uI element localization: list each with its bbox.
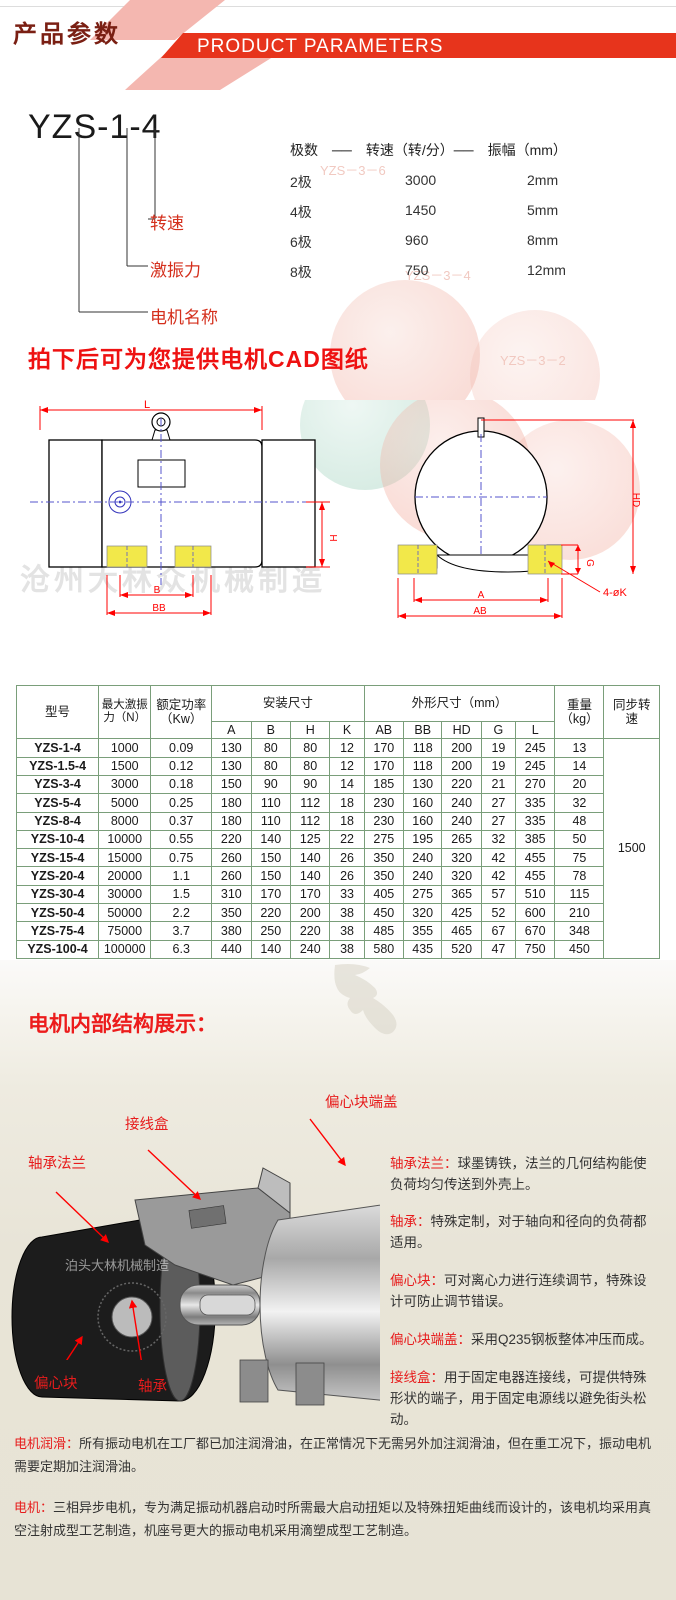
svg-text:G: G (584, 559, 595, 567)
svg-text:AB: AB (473, 606, 487, 617)
svg-text:4-øK: 4-øK (603, 587, 628, 599)
svg-text:A: A (478, 590, 485, 601)
svg-text:B: B (154, 585, 161, 596)
svg-text:BB: BB (152, 603, 166, 614)
svg-text:H: H (327, 534, 338, 541)
svg-text:HD: HD (630, 493, 641, 507)
svg-text:L: L (144, 400, 150, 411)
